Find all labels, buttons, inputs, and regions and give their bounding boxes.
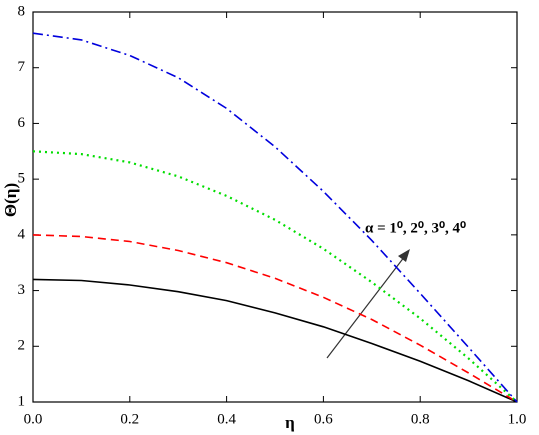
x-tick-label: 0.8 xyxy=(411,411,430,427)
arrow-head xyxy=(398,249,410,262)
series-line xyxy=(32,32,518,403)
series-line xyxy=(32,150,518,403)
x-tick-label: 0.0 xyxy=(24,411,43,427)
arrow-shaft xyxy=(326,251,409,359)
x-tick-label: 0.4 xyxy=(217,411,236,427)
y-tick-label: 3 xyxy=(18,282,26,298)
y-tick-label: 4 xyxy=(18,226,26,242)
series-line xyxy=(32,278,518,403)
y-axis-title: Θ(η) xyxy=(1,183,20,217)
y-tick-label: 7 xyxy=(18,59,26,75)
y-tick-label: 1 xyxy=(18,393,26,409)
y-tick-label: 2 xyxy=(18,338,26,354)
x-tick-label: 0.6 xyxy=(314,411,333,427)
series-line xyxy=(32,234,518,403)
y-tick-label: 6 xyxy=(18,115,26,131)
y-tick-label: 8 xyxy=(18,3,26,19)
y-tick-label: 5 xyxy=(18,171,26,187)
x-tick-label: 0.2 xyxy=(120,411,139,427)
plot-frame xyxy=(32,11,518,403)
x-axis-title: η xyxy=(285,413,295,432)
x-tick-label: 1.0 xyxy=(508,411,527,427)
annotation: α = 1⁰, 2⁰, 3⁰, 4⁰ xyxy=(365,220,466,236)
